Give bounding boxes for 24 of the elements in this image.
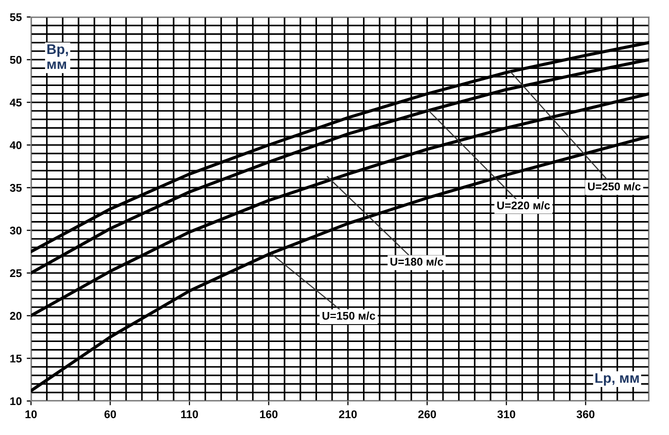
x-tick-label: 60 [104, 410, 116, 418]
x-axis-title: Lp, мм [595, 373, 639, 386]
y-tick-label: 45 [10, 98, 22, 106]
x-tick-label: 310 [497, 410, 516, 418]
x-tick-label: 160 [260, 410, 278, 418]
y-tick-label: 25 [10, 269, 22, 278]
y-tick-label: 20 [10, 312, 22, 320]
y-tick-label: 35 [10, 184, 22, 192]
y-tick-label: 55 [10, 13, 22, 22]
y-tick-label: 10 [10, 397, 22, 406]
y-tick-label: 15 [10, 354, 22, 362]
annotation: U=150 м/с [322, 312, 376, 320]
x-tick-label: 10 [26, 410, 37, 418]
annotation: U=250 м/с [588, 182, 641, 191]
y-tick-label: 30 [10, 226, 22, 234]
x-tick-label: 360 [576, 410, 594, 418]
y-tick-label: 40 [10, 141, 22, 150]
y-axis-title: Вр, мм [47, 44, 68, 69]
annotation: U=180 м/с [390, 258, 444, 266]
x-tick-label: 260 [418, 410, 436, 418]
x-tick-label: 210 [339, 410, 357, 418]
annotation: U=220 м/с [497, 201, 550, 210]
y-tick-label: 50 [10, 56, 22, 64]
x-tick-label: 110 [181, 410, 198, 418]
